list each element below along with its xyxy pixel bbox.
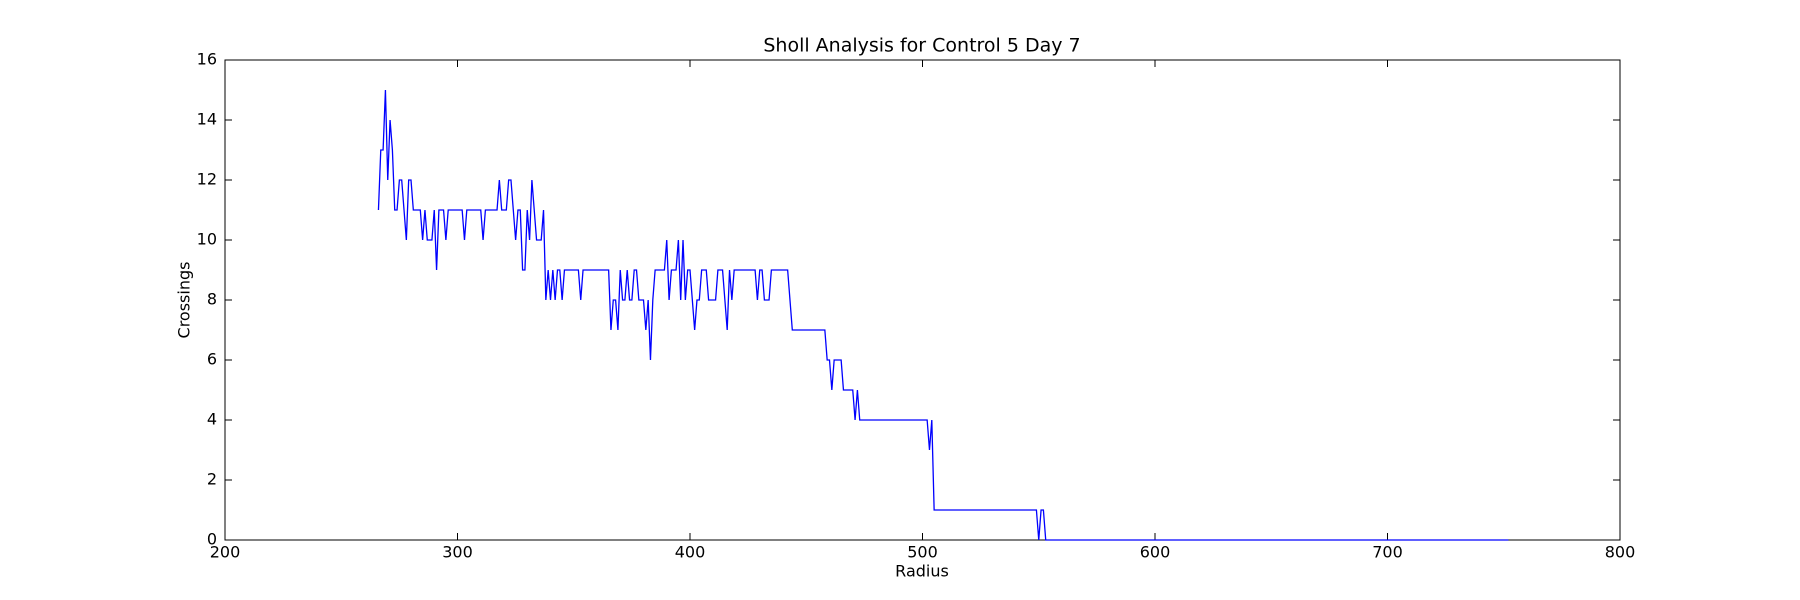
y-tick-label: 0 [207, 530, 217, 549]
x-tick-label: 300 [442, 543, 473, 562]
plot-frame [224, 59, 1621, 541]
y-tick-label: 12 [197, 170, 217, 189]
y-tick-label: 10 [197, 230, 217, 249]
data-line [377, 89, 1509, 541]
x-tick-label: 400 [675, 543, 706, 562]
x-axis-label: Radius [895, 562, 949, 581]
y-tick-label: 2 [207, 470, 217, 489]
chart-title: Sholl Analysis for Control 5 Day 7 [763, 35, 1080, 57]
y-axis-label: Crossings [175, 262, 194, 339]
x-tick-label: 700 [1372, 543, 1403, 562]
y-tick-label: 8 [207, 290, 217, 309]
x-tick-label: 200 [210, 543, 241, 562]
y-tick-label: 14 [197, 110, 217, 129]
y-tick-label: 4 [207, 410, 217, 429]
y-tick-label: 6 [207, 350, 217, 369]
x-tick-label: 800 [1605, 543, 1636, 562]
x-tick-label: 600 [1140, 543, 1171, 562]
y-tick-label: 16 [197, 50, 217, 69]
x-tick-label: 500 [907, 543, 938, 562]
